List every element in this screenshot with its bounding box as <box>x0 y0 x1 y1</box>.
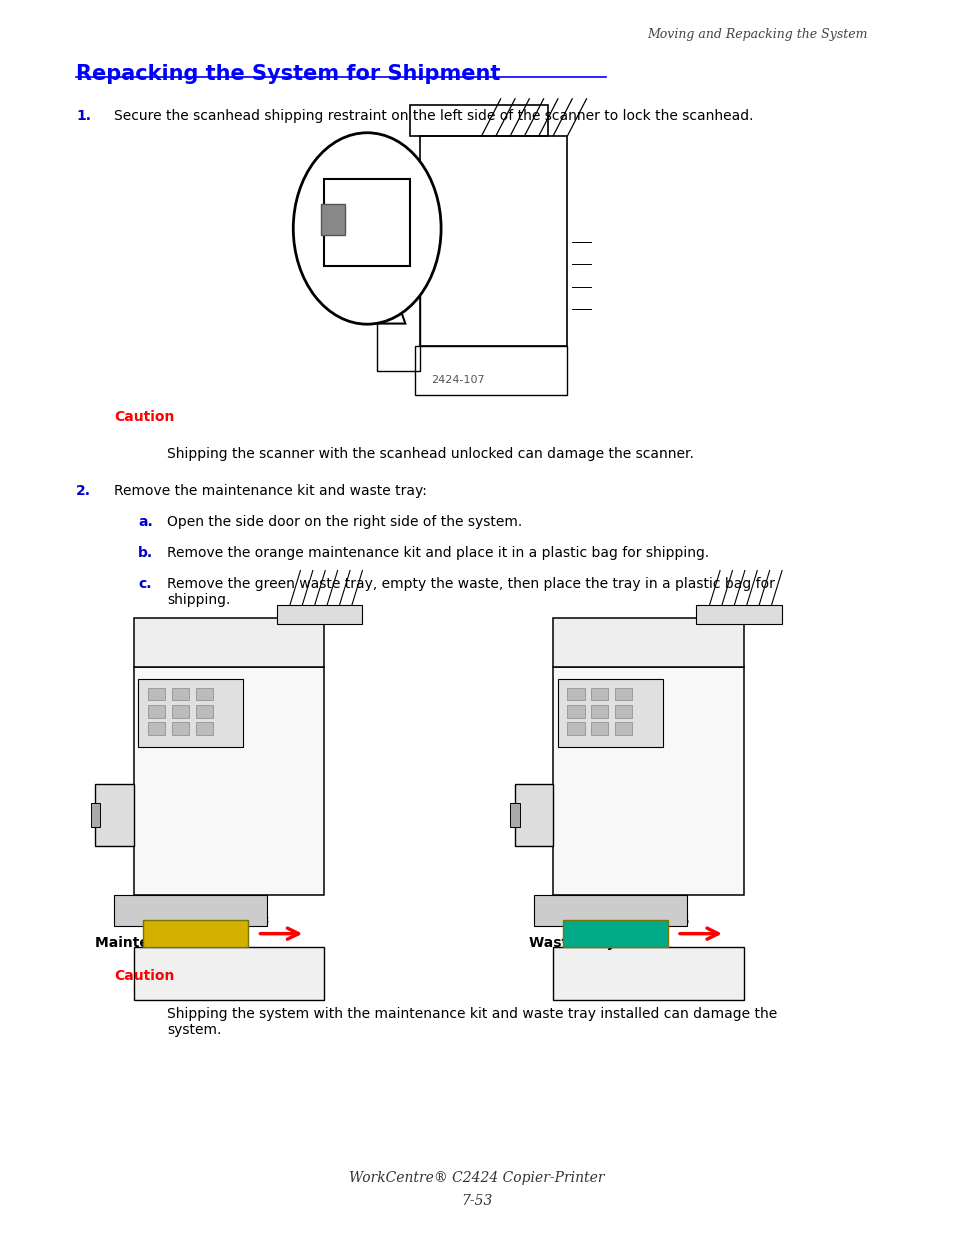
Text: Shipping the system with the maintenance kit and waste tray installed can damage: Shipping the system with the maintenance… <box>167 1007 777 1036</box>
FancyBboxPatch shape <box>591 688 608 700</box>
FancyBboxPatch shape <box>276 605 362 624</box>
Ellipse shape <box>293 133 440 325</box>
Text: Secure the scanhead shipping restraint on the left side of the scanner to lock t: Secure the scanhead shipping restraint o… <box>114 109 753 122</box>
Text: Waste Tray: Waste Tray <box>529 936 616 950</box>
FancyBboxPatch shape <box>567 705 584 718</box>
FancyBboxPatch shape <box>172 688 189 700</box>
FancyBboxPatch shape <box>591 705 608 718</box>
Text: Remove the maintenance kit and waste tray:: Remove the maintenance kit and waste tra… <box>114 484 427 498</box>
Text: b.: b. <box>138 546 153 559</box>
FancyBboxPatch shape <box>195 688 213 700</box>
FancyBboxPatch shape <box>172 722 189 735</box>
FancyBboxPatch shape <box>148 722 165 735</box>
FancyBboxPatch shape <box>91 803 100 827</box>
Text: a.: a. <box>138 515 152 529</box>
FancyBboxPatch shape <box>591 722 608 735</box>
FancyBboxPatch shape <box>148 688 165 700</box>
Polygon shape <box>376 296 405 324</box>
FancyBboxPatch shape <box>172 705 189 718</box>
FancyBboxPatch shape <box>567 722 584 735</box>
Text: Caution: Caution <box>114 410 174 424</box>
FancyBboxPatch shape <box>615 688 632 700</box>
Text: Caution: Caution <box>114 969 174 983</box>
FancyBboxPatch shape <box>534 895 686 926</box>
FancyBboxPatch shape <box>567 688 584 700</box>
FancyBboxPatch shape <box>114 895 267 926</box>
FancyBboxPatch shape <box>195 705 213 718</box>
Text: Remove the orange maintenance kit and place it in a plastic bag for shipping.: Remove the orange maintenance kit and pl… <box>167 546 708 559</box>
FancyBboxPatch shape <box>558 679 662 747</box>
Text: 7-53: 7-53 <box>460 1194 492 1208</box>
FancyBboxPatch shape <box>133 618 324 667</box>
FancyBboxPatch shape <box>148 705 165 718</box>
Text: Shipping the scanner with the scanhead unlocked can damage the scanner.: Shipping the scanner with the scanhead u… <box>167 447 693 461</box>
FancyBboxPatch shape <box>143 920 248 947</box>
Text: Repacking the System for Shipment: Repacking the System for Shipment <box>76 64 500 84</box>
Text: Remove the green waste tray, empty the waste, then place the tray in a plastic b: Remove the green waste tray, empty the w… <box>167 577 774 606</box>
Text: D: D <box>357 235 365 245</box>
FancyBboxPatch shape <box>195 722 213 735</box>
FancyBboxPatch shape <box>562 920 667 947</box>
Text: WorkCentre® C2424 Copier-Printer: WorkCentre® C2424 Copier-Printer <box>349 1171 604 1184</box>
FancyBboxPatch shape <box>95 784 133 846</box>
FancyBboxPatch shape <box>133 947 324 1000</box>
FancyBboxPatch shape <box>553 618 743 667</box>
FancyBboxPatch shape <box>133 667 324 895</box>
Text: 2424-036: 2424-036 <box>636 916 689 926</box>
FancyBboxPatch shape <box>615 722 632 735</box>
FancyBboxPatch shape <box>324 179 410 266</box>
Text: Maintenance Kit: Maintenance Kit <box>95 936 223 950</box>
FancyBboxPatch shape <box>138 679 243 747</box>
Text: 2424-107: 2424-107 <box>431 375 484 385</box>
FancyBboxPatch shape <box>553 947 743 1000</box>
Text: 2424-033: 2424-033 <box>216 916 270 926</box>
Text: 1.: 1. <box>76 109 91 122</box>
FancyBboxPatch shape <box>510 803 519 827</box>
FancyBboxPatch shape <box>321 204 345 235</box>
Text: c.: c. <box>138 577 152 590</box>
FancyBboxPatch shape <box>553 667 743 895</box>
FancyBboxPatch shape <box>615 705 632 718</box>
FancyBboxPatch shape <box>515 784 553 846</box>
Text: Moving and Repacking the System: Moving and Repacking the System <box>647 28 867 42</box>
Text: Open the side door on the right side of the system.: Open the side door on the right side of … <box>167 515 521 529</box>
FancyBboxPatch shape <box>696 605 781 624</box>
Text: 2.: 2. <box>76 484 91 498</box>
